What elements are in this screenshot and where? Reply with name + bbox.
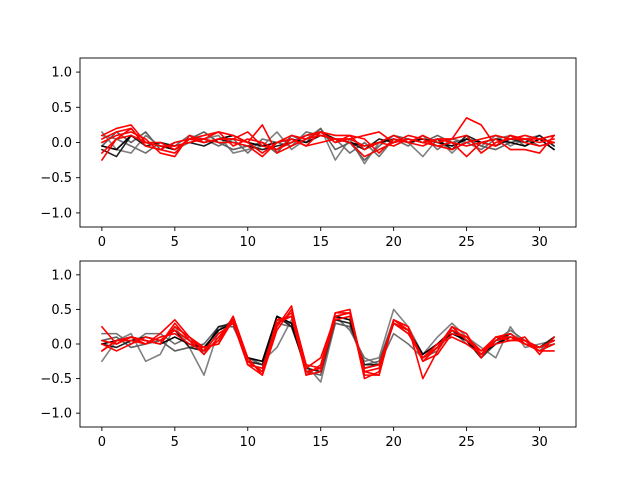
x-tick-label: 30 — [531, 235, 548, 250]
series-line — [101, 124, 555, 154]
x-tick-label: 0 — [98, 235, 106, 250]
x-tick-label: 30 — [531, 435, 548, 450]
x-tick-label: 5 — [171, 235, 179, 250]
y-tick-label: −1.0 — [40, 407, 72, 422]
top-subplot: 0 5 10 15 20 25 30 −1.0 −0.5 0.0 0.5 1.0 — [40, 57, 577, 250]
y-tick-label: −0.5 — [40, 171, 72, 186]
x-tick-label: 15 — [312, 435, 329, 450]
series-line — [101, 312, 555, 373]
x-tick-label: 5 — [171, 435, 179, 450]
y-tick-label: −0.5 — [40, 372, 72, 387]
x-tick-label: 20 — [385, 435, 402, 450]
x-tick-label: 15 — [312, 235, 329, 250]
series-line — [101, 131, 555, 158]
x-tick-label: 10 — [239, 235, 256, 250]
series-line — [101, 127, 555, 161]
x-tick-label: 25 — [458, 235, 475, 250]
series-line — [101, 308, 555, 380]
x-tick-label: 0 — [98, 435, 106, 450]
x-tick-label: 20 — [385, 235, 402, 250]
y-tick-label: −1.0 — [40, 206, 72, 221]
y-tick-label: 0.5 — [51, 101, 72, 116]
y-tick-label: 1.0 — [51, 268, 72, 283]
bottom-subplot: 0 5 10 15 20 25 30 −1.0 −0.5 0.0 0.5 1.0 — [40, 260, 577, 450]
y-tick-label: 0.0 — [51, 136, 72, 151]
series-line — [101, 308, 555, 383]
y-tick-label: 0.5 — [51, 303, 72, 318]
x-tick-label: 25 — [458, 435, 475, 450]
x-tick-label: 10 — [239, 435, 256, 450]
y-tick-label: 0.0 — [51, 338, 72, 353]
y-tick-label: 1.0 — [51, 66, 72, 81]
